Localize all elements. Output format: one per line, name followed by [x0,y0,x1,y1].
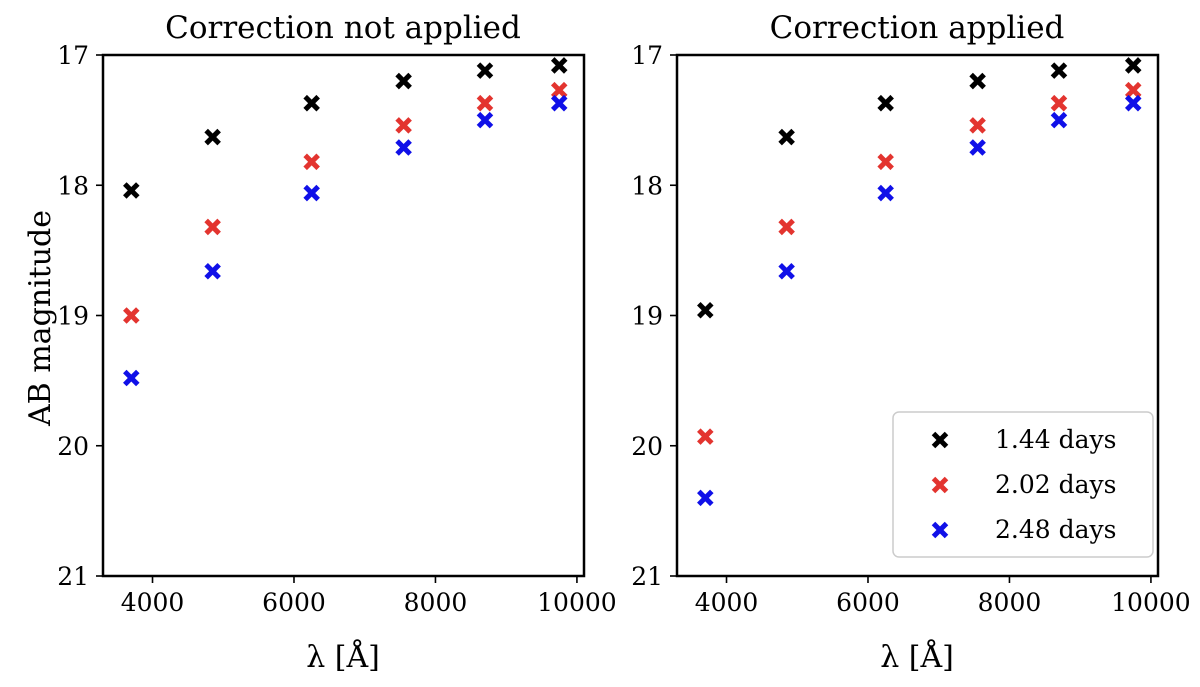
tick-group: 4000 6000 8000 10000 17 18 19 20 21 [631,41,1191,617]
y-tick-label: 20 [57,432,89,461]
data-point-blue [123,369,140,387]
data-point-black [123,182,140,199]
data-point-blue [550,94,568,112]
y-tick-label: 21 [57,562,89,591]
data-point-black [476,62,494,79]
panel-title: Correction applied [770,10,1065,46]
y-axis-label: AB magnitude [23,210,58,427]
data-point-black [395,72,412,90]
legend-marker-red [931,476,949,494]
legend: 1.44 days 2.02 days 2.48 days [892,411,1154,558]
data-point-blue [778,262,795,280]
data-point-blue [476,111,494,129]
x-tick-label: 6000 [262,588,326,617]
x-tick-label: 8000 [978,588,1042,617]
panel-correction-not-applied: Correction not applied AB magnitude λ [Å… [23,10,617,675]
plot-frame [675,53,1160,578]
x-tick-label: 4000 [121,588,185,617]
data-point-red [1050,94,1068,112]
data-point-red [204,218,221,236]
data-point-blue [969,139,986,156]
data-point-red [697,428,714,445]
y-tick-label: 21 [631,562,663,591]
data-marks [123,57,568,387]
data-point-red [395,117,412,134]
x-axis-label: λ [Å] [306,639,380,675]
y-tick-label: 17 [631,41,663,70]
data-point-red [877,153,894,171]
legend-label: 1.44 days [995,425,1116,454]
data-point-red [778,218,795,236]
legend-marker-blue-icon [931,521,949,539]
x-axis-label: λ [Å] [880,639,954,675]
data-point-blue [877,184,894,202]
plot-frame [101,53,586,578]
data-point-blue [303,184,320,202]
data-point-red [969,117,986,134]
x-tick-label: 10000 [1111,588,1191,617]
legend-entry-1: 1.44 days [931,425,1116,454]
legend-marker-red-icon [931,476,949,494]
legend-marker-blue [931,521,949,539]
legend-label: 2.02 days [995,470,1116,499]
data-point-blue [1050,111,1068,129]
legend-entry-3: 2.48 days [931,515,1116,544]
y-tick-label: 17 [57,41,89,70]
data-point-black [969,72,986,90]
x-tick-label: 4000 [695,588,759,617]
panel-correction-applied: Correction applied λ [Å] 4000 6000 8000 100… [631,10,1191,675]
data-point-blue [1124,94,1142,112]
data-marks [697,57,1142,507]
data-point-red [303,153,320,171]
data-point-black [550,57,568,74]
tick-group: 4000 6000 8000 10000 17 18 19 20 21 [57,41,617,617]
data-point-black [303,94,320,112]
data-point-red [1124,81,1142,99]
legend-box [892,411,1154,558]
data-point-blue [697,489,714,507]
data-point-red [550,81,568,99]
y-tick-label: 19 [57,302,89,331]
data-point-black [1050,62,1068,79]
data-point-blue [204,262,221,280]
data-point-red [476,94,494,112]
y-tick-label: 20 [631,432,663,461]
x-tick-label: 8000 [404,588,468,617]
legend-marker-black-icon [931,431,949,449]
x-tick-label: 10000 [537,588,617,617]
data-point-black [778,128,795,146]
legend-marker-black [931,431,949,449]
data-point-blue [395,139,412,156]
legend-label: 2.48 days [995,515,1116,544]
data-point-black [204,128,221,146]
data-point-black [697,302,714,319]
data-point-black [877,94,894,112]
y-tick-label: 18 [631,171,663,200]
x-tick-label: 6000 [836,588,900,617]
data-point-red [123,307,140,324]
y-tick-label: 18 [57,171,89,200]
data-point-black [1124,57,1142,74]
legend-entry-2: 2.02 days [931,470,1116,499]
panel-title: Correction not applied [165,10,521,46]
y-tick-label: 19 [631,302,663,331]
